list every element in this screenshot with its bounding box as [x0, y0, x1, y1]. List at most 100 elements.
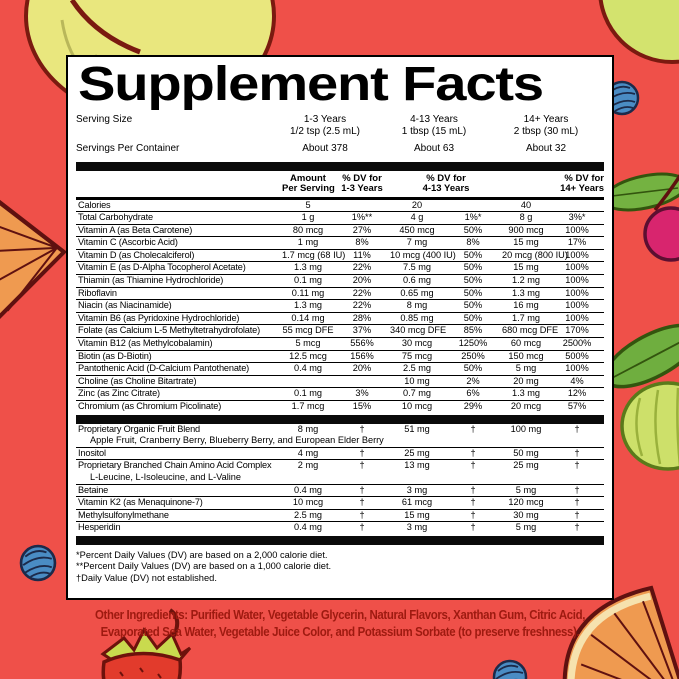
- amount-value: 7.5 mg: [390, 261, 444, 275]
- amount-value: 8 g: [502, 211, 550, 225]
- dv-value: 1%**: [334, 211, 390, 225]
- dv-value: 100%: [550, 286, 605, 300]
- dv-value: †: [550, 446, 604, 460]
- dv-value: 156%: [334, 349, 390, 363]
- dv-value: [334, 198, 390, 212]
- orange-slice-icon: [562, 585, 679, 679]
- dv-value: 8%: [444, 236, 502, 250]
- table-header-row: Amount Per Serving % DV for 1-3 Years % …: [76, 170, 605, 200]
- dv-value: 50%: [444, 248, 502, 262]
- footnotes: *Percent Daily Values (DV) are based on …: [76, 550, 604, 584]
- nutrient-name: Calories: [78, 199, 111, 210]
- table-row: Choline (as Choline Bitartrate) 10 mg 2% 20…: [76, 374, 605, 388]
- dv-value: 22%: [334, 261, 390, 275]
- dv-value: †: [334, 508, 390, 522]
- amount-value: 0.65 mg: [390, 286, 444, 300]
- dv-value: 29%: [444, 399, 502, 413]
- dv-value: [444, 198, 502, 212]
- table-row: Vitamin K2 (as Menaquinone-7) 10 mcg † 61 m…: [76, 496, 604, 510]
- serving-age: 14+ Years: [523, 114, 569, 125]
- amount-value: 50 mg: [502, 446, 550, 460]
- dv-value: 3%*: [550, 211, 605, 225]
- dv-value: †: [359, 423, 365, 434]
- nutrient-name: Vitamin B6 (as Pyridoxine Hydrochloride): [76, 311, 282, 325]
- serving-age: 1-3 Years: [303, 114, 347, 125]
- amount-value: 5 mg: [502, 483, 550, 497]
- nutrient-name: Methylsulfonylmethane: [76, 508, 282, 522]
- dv-value: 37%: [334, 324, 390, 338]
- amount-value: 5 mg: [502, 521, 550, 534]
- amount-value: 0.14 mg: [282, 311, 334, 325]
- nutrient-name: Hesperidin: [76, 521, 282, 534]
- amount-value: 12.5 mcg: [282, 349, 334, 363]
- dv-value: 50%: [444, 311, 502, 325]
- dv-value: 250%: [444, 349, 502, 363]
- table-row: Hesperidin 0.4 mg † 3 mg † 5 mg †: [76, 521, 604, 534]
- nutrient-name: Total Carbohydrate: [76, 211, 282, 225]
- dv-value: 100%: [550, 274, 605, 288]
- dv-value: 17%: [550, 236, 605, 250]
- serving-size-value: 1/2 tsp (2.5 mL): [289, 125, 361, 137]
- amount-value: 1.7 mg: [502, 311, 550, 325]
- nutrient-name: Thiamin (as Thiamine Hydrochloride): [76, 274, 282, 288]
- dv-value: †: [444, 508, 502, 522]
- amount-value: 20 mcg (800 IU): [502, 248, 568, 262]
- amount-value: 5 mcg: [282, 337, 334, 351]
- dv-value: †: [334, 496, 390, 510]
- servings-per-container-row: Servings Per Container About 378 About 6…: [76, 143, 604, 155]
- divider-bar: [76, 414, 604, 424]
- dv-value: †: [574, 423, 580, 434]
- amount-value: 100 mg: [510, 423, 542, 434]
- dv-value: 100%: [550, 362, 605, 376]
- amount-value: 0.1 mg: [282, 274, 334, 288]
- cherry-icon: [602, 172, 679, 262]
- lime-icon: [598, 0, 679, 64]
- servings-per-container-label: Servings Per Container: [76, 143, 180, 154]
- servings-count: About 32: [525, 143, 567, 154]
- nutrient-name: Proprietary Organic Fruit Blend: [78, 423, 200, 434]
- table-row: Proprietary Branched Chain Amino Acid Co…: [76, 459, 604, 472]
- amount-value: 75 mcg: [390, 349, 444, 363]
- amount-value: 1 mg: [282, 236, 334, 250]
- amount-value: 0.7 mg: [390, 387, 444, 401]
- serving-size-value: 2 tbsp (30 mL): [513, 125, 579, 137]
- amount-value: 1.3 mg: [282, 261, 334, 275]
- dv-value: 27%: [334, 223, 390, 237]
- dv-value: †: [550, 521, 604, 534]
- amount-value: 25 mg: [390, 446, 444, 460]
- amount-value: 680 mcg DFE: [502, 324, 558, 338]
- amount-value: 1.7 mcg: [282, 399, 334, 413]
- amount-value: 20: [411, 199, 423, 210]
- amount-value: 120 mcg: [502, 496, 550, 510]
- dv-value: 2500%: [550, 337, 605, 351]
- servings-count: About 63: [413, 143, 455, 154]
- amount-value: 16 mg: [502, 299, 550, 313]
- amount-value: 5: [305, 199, 311, 210]
- amount-value: 8 mg: [297, 423, 319, 434]
- amount-value: 1 g: [282, 211, 334, 225]
- nutrient-name: Vitamin C (Ascorbic Acid): [76, 236, 282, 250]
- amount-value: 0.6 mg: [390, 274, 444, 288]
- dv-value: †: [334, 459, 390, 472]
- table-row: Niacin (as Niacinamide) 1.3 mg 22% 8 mg 50% 1…: [76, 299, 605, 313]
- table-row: Vitamin B6 (as Pyridoxine Hydrochloride)…: [76, 311, 605, 325]
- dv-value: 4%: [550, 374, 605, 388]
- dv-value: 100%: [550, 261, 605, 275]
- amount-value: 900 mcg: [502, 223, 550, 237]
- proprietary-blends-table: Proprietary Organic Fruit Blend 8 mg † 51 m…: [76, 424, 604, 534]
- amount-value: 15 mg: [502, 261, 550, 275]
- dv-value: [550, 198, 604, 212]
- amount-value: 15 mg: [502, 236, 550, 250]
- table-row: Methylsulfonylmethane 2.5 mg † 15 mg † 30 mg †: [76, 508, 604, 522]
- table-row: Total Carbohydrate 1 g 1%** 4 g 1%* 8 g 3%*: [76, 211, 605, 225]
- dv-value: 1250%: [444, 337, 502, 351]
- dv-value: †: [444, 459, 502, 472]
- table-row: Folate (as Calcium L-5 Methyltetrahydrof…: [76, 324, 605, 338]
- serving-column: 14+ Years 2 tbsp (30 mL): [488, 114, 604, 137]
- amount-value: [282, 374, 334, 388]
- table-row: Calories 5 20 40: [76, 198, 604, 212]
- serving-column: 4-13 Years 1 tbsp (15 mL): [380, 114, 488, 137]
- column-header-amount: Amount Per Serving: [282, 170, 335, 200]
- amount-value: 3 mg: [390, 521, 444, 534]
